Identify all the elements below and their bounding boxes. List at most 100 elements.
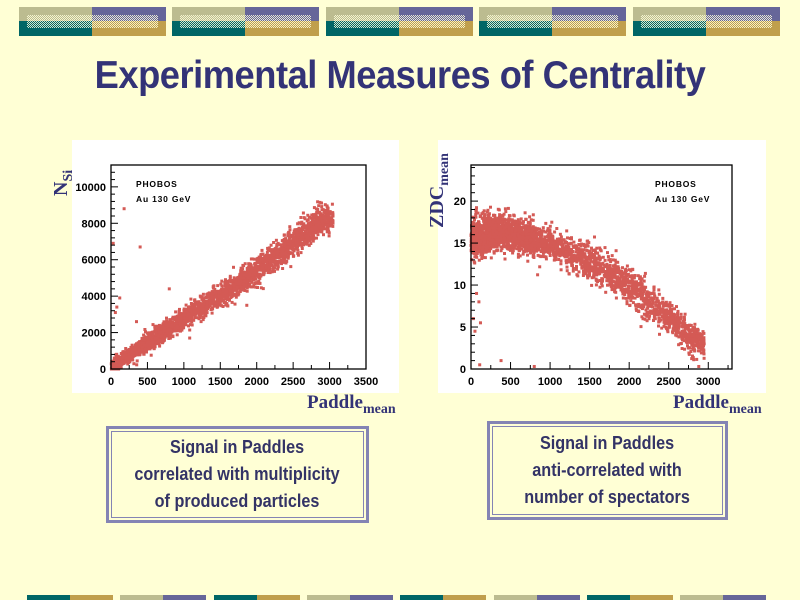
scatter-point (599, 266, 603, 270)
scatter-point (478, 242, 482, 246)
scatter-point (593, 256, 597, 260)
scatter-point (130, 350, 134, 354)
scatter-point (606, 251, 609, 255)
scatter-point (607, 258, 611, 262)
scatter-point (512, 246, 516, 250)
scatter-point (582, 272, 586, 276)
scatter-point (284, 249, 288, 253)
scatter-point (244, 272, 248, 276)
scatter-point (582, 269, 585, 273)
scatter-point (675, 305, 678, 309)
scatter-point (120, 358, 124, 361)
scatter-point (165, 319, 169, 323)
scatter-point (600, 284, 604, 288)
scatter-point (559, 235, 563, 239)
scatter-point (235, 285, 239, 289)
scatter-point (260, 248, 264, 252)
scatter-point (264, 265, 268, 268)
scatter-point (157, 327, 161, 331)
scatter-point (668, 301, 672, 305)
scatter-point (147, 343, 151, 347)
scatter-point (553, 256, 557, 260)
scatter-point (145, 350, 148, 354)
scatter-point (220, 284, 224, 288)
scatter-point (248, 272, 251, 276)
scatter-point (631, 301, 635, 305)
scatter-point (307, 228, 311, 232)
scatter-point (565, 265, 569, 269)
scatter-point (540, 233, 544, 237)
scatter-point (193, 299, 197, 302)
scatter-point (482, 209, 486, 213)
scatter-point (559, 262, 563, 266)
scatter-point (163, 334, 167, 338)
scatter-point (622, 284, 626, 288)
scatter-point (606, 255, 610, 259)
scatter-point (585, 248, 589, 252)
scatter-point (159, 332, 163, 336)
scatter-point (511, 228, 514, 232)
decor-block (326, 7, 473, 36)
scatter-point (327, 229, 331, 233)
scatter-point (239, 272, 243, 276)
scatter-point (636, 274, 640, 278)
scatter-point (263, 259, 267, 263)
scatter-point (586, 268, 590, 272)
scatter-point (308, 235, 312, 239)
scatter-point (326, 214, 330, 218)
scatter-point-outlier (118, 296, 122, 300)
scatter-point (643, 271, 647, 275)
scatter-point (126, 362, 130, 366)
scatter-point (688, 339, 692, 343)
scatter-point (161, 340, 165, 344)
scatter-point (483, 213, 487, 217)
scatter-point (614, 290, 618, 294)
scatter-point (172, 316, 176, 320)
scatter-point (635, 280, 638, 284)
scatter-point (190, 323, 194, 327)
scatter-point (162, 321, 166, 325)
scatter-point (303, 217, 307, 221)
scatter-point (300, 242, 304, 245)
scatter-point (190, 312, 194, 315)
scatter-point (614, 296, 618, 300)
scatter-point (642, 285, 646, 289)
scatter-point (548, 254, 552, 257)
scatter-point (524, 226, 528, 230)
scatter-point (273, 248, 277, 252)
scatter-point (154, 328, 158, 332)
scatter-point (613, 273, 617, 277)
scatter-point (695, 357, 699, 361)
scatter-point (574, 244, 578, 248)
scatter-point (323, 203, 327, 207)
scatter-point (611, 267, 615, 271)
x-tick-label: 500 (138, 376, 156, 388)
scatter-point-outlier (113, 311, 117, 315)
scatter-point (168, 322, 172, 326)
scatter-point (613, 288, 617, 292)
scatter-point (480, 257, 484, 260)
scatter-point (600, 277, 604, 281)
x-label-sub: mean (362, 401, 396, 417)
scatter-point (312, 234, 316, 238)
scatter-point-outlier (115, 305, 119, 309)
scatter-point (640, 284, 644, 288)
scatter-point (301, 236, 305, 239)
scatter-point (283, 255, 287, 259)
scatter-point (525, 233, 528, 237)
scatter-point (474, 252, 478, 256)
scatter-point (143, 328, 147, 331)
scatter-point (184, 323, 188, 327)
scatter-point (162, 338, 166, 342)
scatter-point (153, 329, 157, 333)
scatter-point (267, 254, 271, 257)
scatter-point (144, 330, 147, 334)
x-tick-label: 2000 (244, 376, 268, 388)
scatter-point (526, 224, 530, 228)
scatter-point (583, 245, 587, 249)
scatter-point (200, 297, 204, 301)
scatter-point (544, 221, 548, 225)
scatter-point (314, 207, 318, 211)
scatter-point (693, 322, 697, 326)
scatter-point (493, 245, 497, 249)
